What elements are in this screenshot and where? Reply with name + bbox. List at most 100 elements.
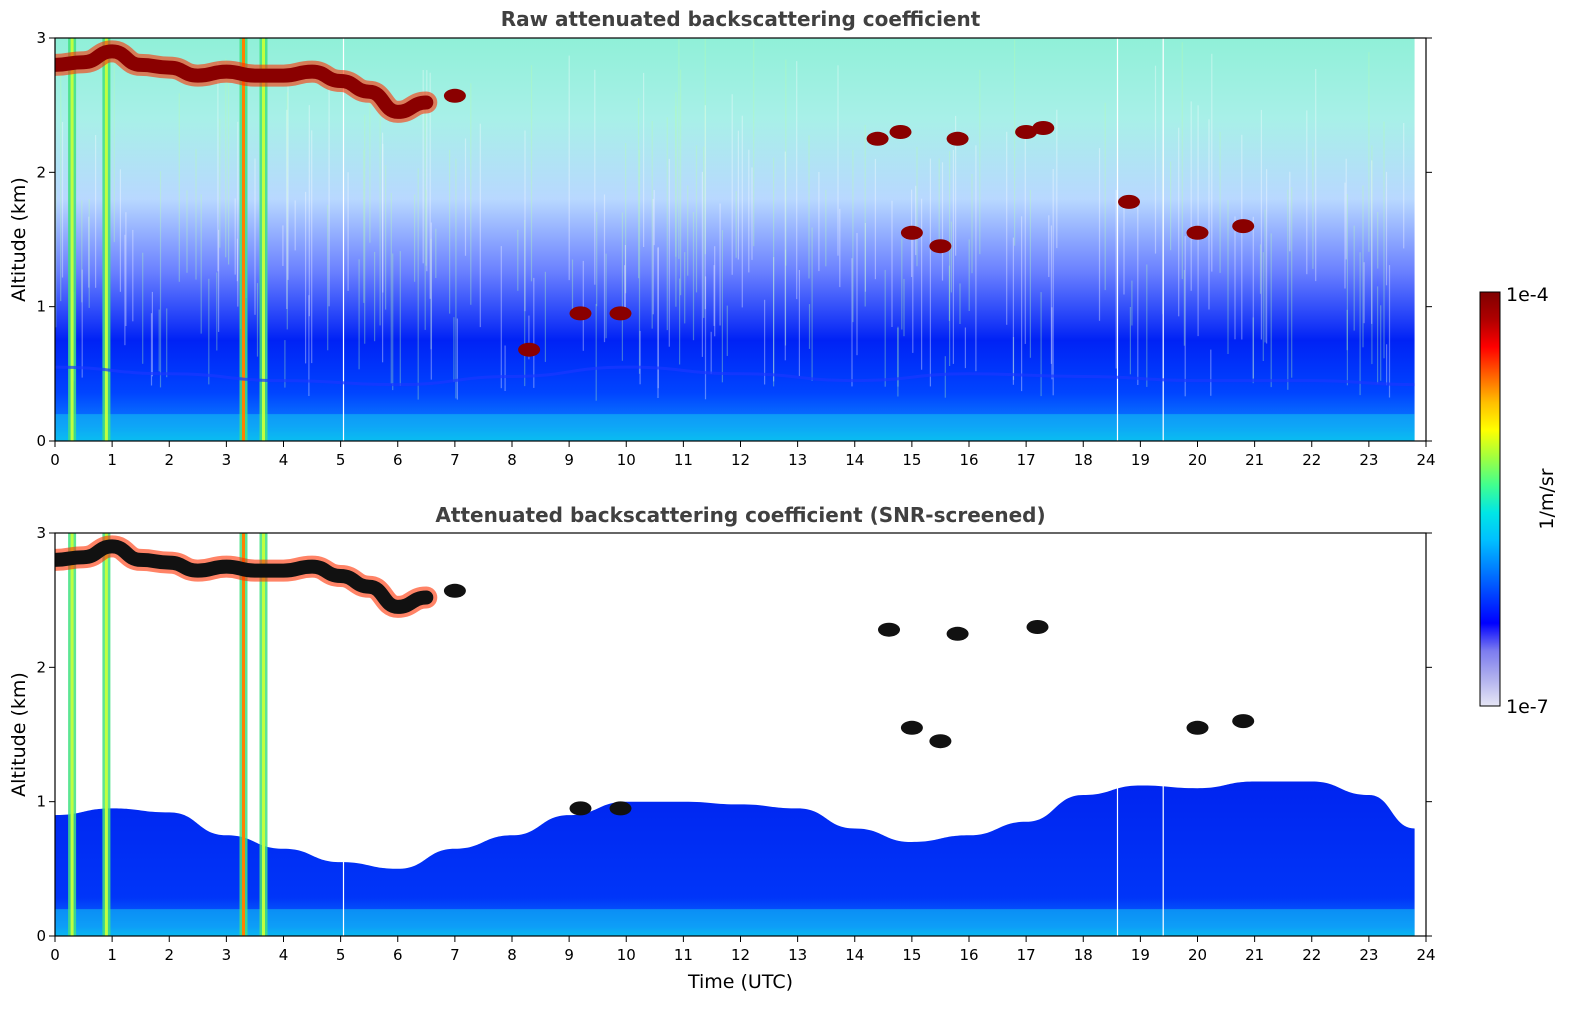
x-tick-label: 16 <box>959 946 978 964</box>
x-tick-label: 16 <box>959 451 978 469</box>
signal-streak <box>901 238 903 330</box>
x-tick-label: 9 <box>564 946 574 964</box>
signal-streak <box>1131 280 1133 326</box>
signal-streak <box>1368 52 1370 252</box>
signal-streak <box>1266 169 1268 344</box>
signal-streak <box>363 149 365 303</box>
x-tick-label: 14 <box>845 451 864 469</box>
signal-streak <box>544 271 546 362</box>
signal-streak <box>1137 206 1139 385</box>
signal-streak <box>455 158 457 399</box>
signal-streak <box>1115 189 1117 369</box>
signal-streak <box>186 190 188 273</box>
signal-streak <box>811 227 813 381</box>
raw-backscatter-panel: 0 1 2 3 4 5 6 7 8 9 10 11 12 13 14 15 16 17 18 19 20 21 22 23 24… <box>36 29 1435 469</box>
signal-streak <box>1386 344 1388 386</box>
signal-streak <box>1021 216 1023 392</box>
signal-streak <box>710 331 712 374</box>
y-tick-label: 0 <box>36 432 46 450</box>
screened-panel-title: Attenuated backscattering coefficient (S… <box>435 503 1045 527</box>
cloud-patch <box>609 306 632 321</box>
signal-streak <box>228 78 230 265</box>
signal-streak <box>1289 171 1291 252</box>
signal-streak <box>668 158 670 347</box>
signal-streak <box>1306 110 1308 275</box>
signal-streak <box>1183 270 1185 346</box>
x-tick-label: 0 <box>50 451 60 469</box>
signal-streak <box>430 222 432 380</box>
cloud-patch <box>1232 219 1255 234</box>
precipitation-core <box>70 533 74 936</box>
signal-streak <box>1380 305 1382 381</box>
signal-streak <box>695 145 698 293</box>
precipitation-core <box>242 533 245 936</box>
signal-streak <box>764 299 766 385</box>
signal-streak <box>195 148 197 280</box>
data-gap-column <box>342 533 345 936</box>
x-tick-label: 7 <box>450 451 460 469</box>
signal-streak <box>1403 123 1405 249</box>
signal-streak <box>1123 198 1125 295</box>
signal-streak <box>327 204 329 351</box>
signal-streak <box>1104 102 1106 291</box>
signal-streak <box>735 191 737 258</box>
signal-streak <box>979 69 981 255</box>
signal-streak <box>286 109 288 309</box>
signal-streak <box>1252 216 1254 379</box>
signal-streak <box>382 132 384 363</box>
signal-streak <box>903 278 905 337</box>
near-ground-layer <box>55 414 1415 441</box>
x-tick-label: 13 <box>788 946 807 964</box>
x-tick-label: 6 <box>393 946 403 964</box>
x-tick-label: 23 <box>1359 946 1378 964</box>
signal-streak <box>1029 190 1031 358</box>
colorbar: 1e-4 1e-7 1/m/sr <box>1479 284 1558 718</box>
cloud-patch <box>518 342 541 357</box>
signal-streak <box>364 114 366 344</box>
signal-streak <box>219 118 221 248</box>
signal-streak <box>897 326 899 387</box>
signal-streak <box>453 317 455 382</box>
signal-streak <box>282 225 284 266</box>
cloud-patch <box>929 239 952 254</box>
signal-streak <box>254 158 256 315</box>
signal-streak <box>524 220 526 387</box>
cloud-top-layer-core <box>55 539 434 614</box>
signal-streak <box>916 146 918 267</box>
signal-streak <box>470 83 472 305</box>
signal-streak <box>1184 236 1186 397</box>
signal-streak <box>975 145 977 372</box>
signal-streak <box>158 309 160 372</box>
signal-streak <box>1377 212 1379 269</box>
near-ground-layer <box>55 909 1415 936</box>
signal-streak <box>429 72 431 299</box>
signal-streak <box>1315 69 1317 282</box>
signal-streak <box>929 158 931 387</box>
cloud-patch <box>889 125 912 139</box>
signal-streak <box>216 272 218 351</box>
signal-streak <box>142 252 144 364</box>
signal-streak <box>704 276 707 400</box>
signal-streak <box>159 171 162 388</box>
x-tick-label: 19 <box>1131 451 1150 469</box>
cloud-patch <box>866 131 889 146</box>
signal-streak <box>825 189 827 267</box>
cloud-patch <box>609 801 632 816</box>
signal-streak <box>417 168 419 400</box>
x-tick-label: 4 <box>279 451 289 469</box>
signal-streak <box>912 238 914 353</box>
signal-streak <box>1345 158 1347 260</box>
cloud-patch <box>946 131 969 146</box>
data-gap-column <box>1162 533 1164 936</box>
signal-streak <box>424 97 426 330</box>
signal-streak <box>657 248 659 398</box>
signal-streak <box>524 130 526 312</box>
signal-streak <box>479 123 481 328</box>
x-tick-label: 21 <box>1245 451 1264 469</box>
cloud-patch <box>1118 194 1140 209</box>
cloud-patch <box>1032 121 1055 135</box>
signal-streak <box>1208 119 1210 310</box>
signal-streak <box>234 198 236 275</box>
signal-streak <box>851 258 853 387</box>
signal-streak <box>95 135 97 288</box>
